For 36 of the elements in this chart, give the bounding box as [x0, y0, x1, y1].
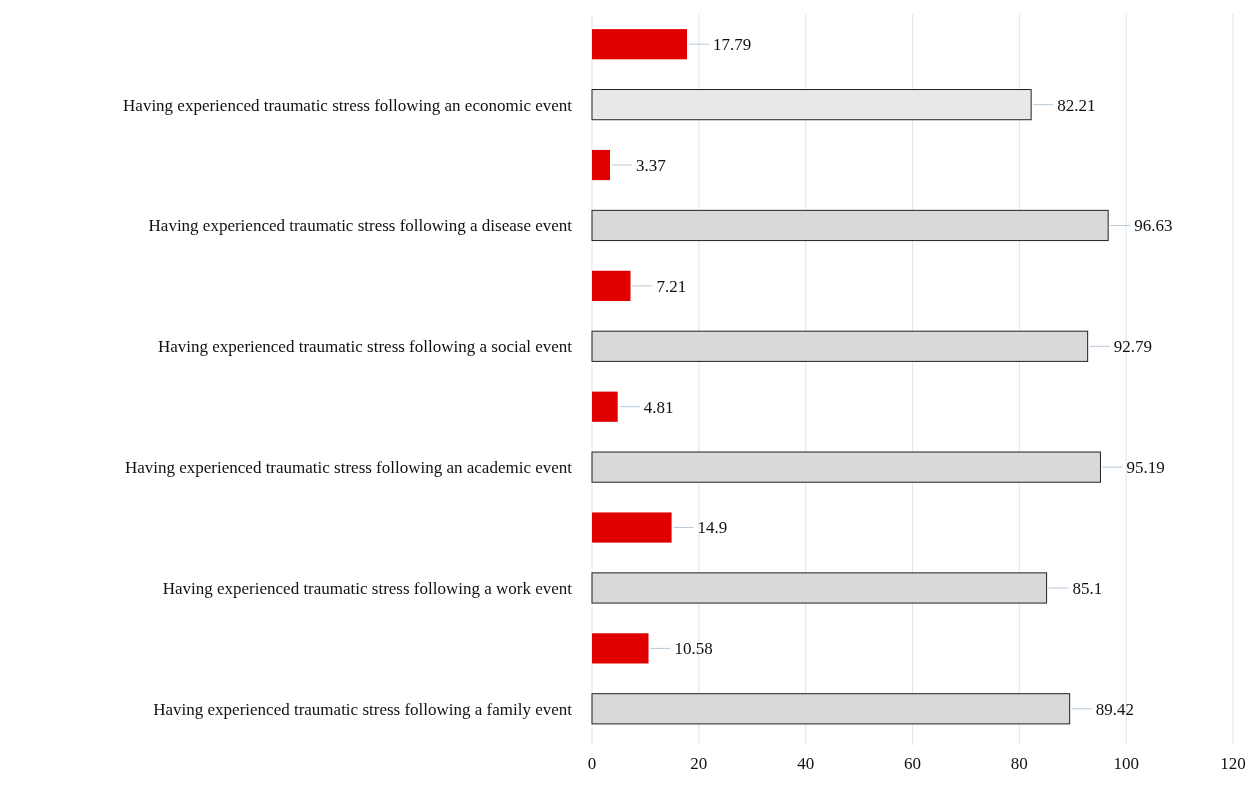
data-label: 3.37 [636, 155, 667, 175]
bar [592, 270, 631, 301]
bar [591, 451, 1101, 483]
bar [592, 149, 610, 181]
bar [591, 330, 1089, 362]
data-label: 92.79 [1113, 337, 1152, 357]
bar [592, 391, 618, 422]
y-tick-label: Having experienced traumatic stress following a disease event [148, 216, 573, 236]
y-tick-label: Having experienced traumatic stress following an economic event [123, 95, 573, 115]
x-tick-label: 0 [587, 754, 597, 773]
x-tick-label: 80 [1010, 754, 1028, 773]
bar [591, 572, 1048, 604]
data-label: 82.21 [1057, 95, 1096, 115]
x-tick-label: 40 [797, 754, 815, 773]
x-tick-label: 20 [690, 754, 708, 773]
data-label: 7.21 [656, 276, 687, 296]
bar [592, 29, 688, 60]
bar [591, 209, 1109, 242]
x-tick-label: 120 [1220, 754, 1246, 773]
data-label: 4.81 [643, 397, 674, 417]
y-tick-label: Having experienced traumatic stress following a social event [158, 337, 573, 357]
data-label: 85.1 [1072, 578, 1103, 598]
x-tick-label: 60 [904, 754, 921, 773]
y-tick-label: Having experienced traumatic stress following a work event [162, 578, 573, 598]
data-label: 17.79 [713, 35, 752, 55]
data-label: 96.63 [1134, 216, 1173, 236]
y-tick-label: Having experienced traumatic stress following a family event [153, 699, 573, 719]
bar [591, 693, 1071, 725]
x-tick-label: 100 [1113, 754, 1139, 773]
data-label: 89.42 [1095, 699, 1134, 719]
data-label: 95.19 [1126, 458, 1165, 478]
y-tick-label: Having experienced traumatic stress following an academic event [124, 458, 573, 478]
bar [592, 512, 672, 543]
data-label: 14.9 [697, 518, 728, 538]
bar [592, 633, 649, 664]
data-label: 10.58 [674, 639, 713, 659]
